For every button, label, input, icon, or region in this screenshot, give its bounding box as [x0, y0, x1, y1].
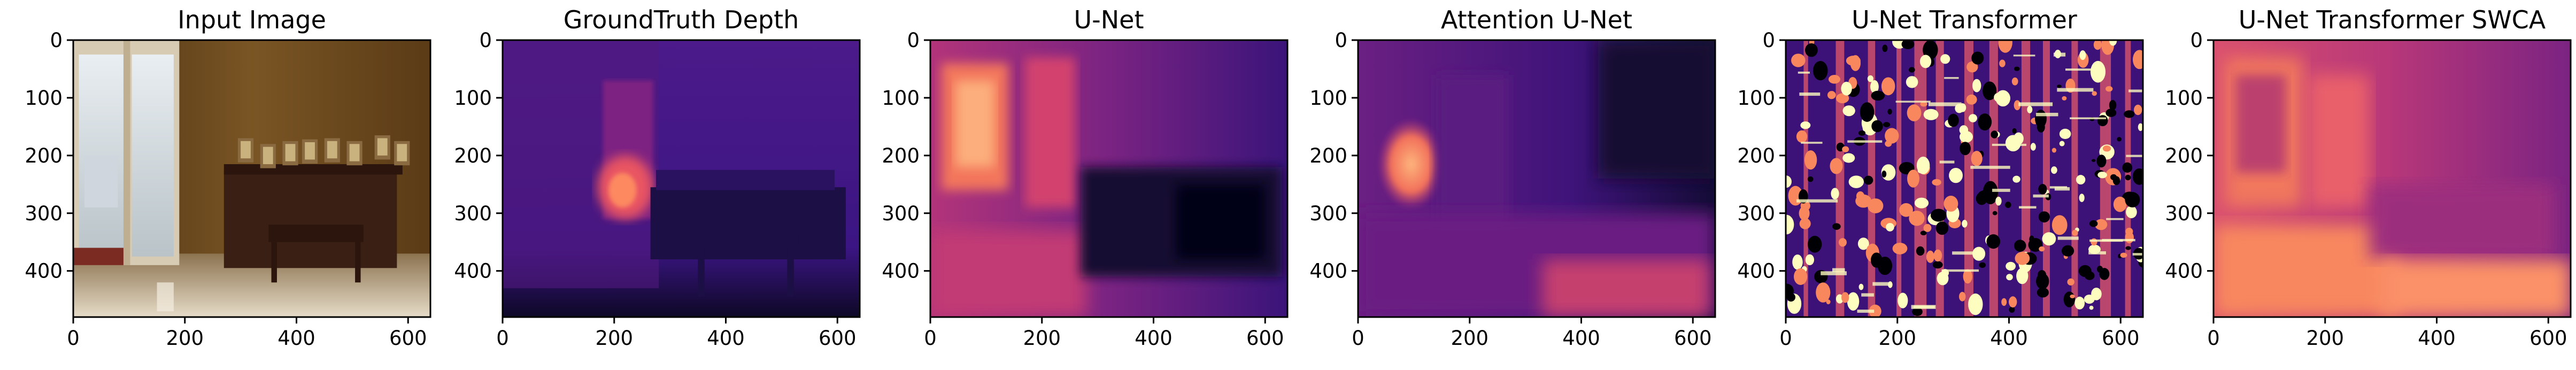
- y-tick-label: 200: [25, 144, 63, 167]
- x-tick-label: 600: [819, 327, 857, 350]
- y-tick-label: 400: [1737, 260, 1775, 283]
- y-tick-label: 300: [2165, 202, 2203, 225]
- axes-frame: [502, 39, 861, 318]
- panel-title: U-Net Transformer SWCA: [2239, 5, 2546, 34]
- panel-image-att: [1358, 40, 1715, 317]
- y-tick-label: 100: [454, 87, 492, 110]
- y-tick-label: 200: [2165, 144, 2203, 167]
- axes-frame: [2212, 39, 2572, 318]
- x-tick-label: 400: [707, 327, 745, 350]
- panel-unet: U-Net 0 200 400 600 0 100 200 300 400: [882, 5, 1289, 350]
- y-tick-label: 0: [907, 29, 920, 52]
- y-tick-label: 0: [1335, 29, 1347, 52]
- y-tick-label: 200: [454, 144, 492, 167]
- panel-title: GroundTruth Depth: [564, 5, 799, 34]
- y-tick-label: 100: [25, 87, 63, 110]
- x-tick-label: 0: [2207, 327, 2220, 350]
- x-tick-label: 0: [67, 327, 80, 350]
- x-tick-label: 400: [2418, 327, 2456, 350]
- y-tick-label: 0: [50, 29, 63, 52]
- x-tick-label: 600: [2102, 327, 2140, 350]
- x-tick-label: 200: [1878, 327, 1916, 350]
- x-tick-label: 400: [1135, 327, 1173, 350]
- x-tick-label: 200: [595, 327, 633, 350]
- x-tick-label: 200: [1451, 327, 1488, 350]
- y-tick-label: 400: [882, 260, 920, 283]
- panel-title: Attention U-Net: [1441, 5, 1632, 34]
- x-tick-label: 0: [1352, 327, 1364, 350]
- axes-frame: [929, 39, 1289, 318]
- y-tick-label: 300: [1737, 202, 1775, 225]
- panel-att: Attention U-Net 0 200 400 600 0 100 200 300 400: [1309, 5, 1716, 350]
- x-tick-label: 400: [277, 327, 315, 350]
- y-tick-label: 300: [882, 202, 920, 225]
- panel-image-photo: [73, 40, 430, 317]
- x-tick-label: 200: [2306, 327, 2344, 350]
- y-tick-label: 400: [454, 260, 492, 283]
- x-tick-label: 600: [1246, 327, 1284, 350]
- y-tick-label: 200: [1737, 144, 1775, 167]
- panel-gt: GroundTruth Depth 0 200 400 600 0 100 200 300 400: [454, 5, 861, 350]
- axes-frame: [1785, 39, 2144, 318]
- y-tick-label: 300: [25, 202, 63, 225]
- panel-title: Input Image: [178, 5, 326, 34]
- y-tick-label: 200: [1309, 144, 1347, 167]
- panel-image-unet: [930, 40, 1287, 317]
- y-tick-label: 100: [1737, 87, 1775, 110]
- axes-frame: [1357, 39, 1716, 318]
- y-tick-label: 300: [1309, 202, 1347, 225]
- axes-frame: [72, 39, 431, 318]
- x-tick-label: 200: [1023, 327, 1061, 350]
- x-tick-label: 0: [924, 327, 937, 350]
- y-tick-label: 400: [25, 260, 63, 283]
- panel-swca: U-Net Transformer SWCA 0 200 400 600 0 100 200 3…: [2165, 5, 2572, 350]
- x-tick-label: 400: [1562, 327, 1600, 350]
- y-tick-label: 400: [1309, 260, 1347, 283]
- panel-image-gt: [503, 40, 860, 317]
- y-tick-label: 300: [454, 202, 492, 225]
- panel-photo: Input Image 0 200 400 600 0 100 200 300 400: [25, 5, 431, 350]
- y-tick-label: 0: [2190, 29, 2203, 52]
- y-tick-label: 200: [882, 144, 920, 167]
- panel-title: U-Net Transformer: [1852, 5, 2077, 34]
- x-tick-label: 0: [1779, 327, 1792, 350]
- panel-image-trans: [1786, 40, 2143, 317]
- x-tick-label: 600: [389, 327, 427, 350]
- y-tick-label: 100: [2165, 87, 2203, 110]
- panel-trans: U-Net Transformer 0 200 400 600 0 100 200 300 400: [1737, 5, 2144, 350]
- x-tick-label: 600: [2529, 327, 2567, 350]
- panel-title: U-Net: [1074, 5, 1144, 34]
- y-tick-label: 400: [2165, 260, 2203, 283]
- x-tick-label: 600: [1674, 327, 1712, 350]
- y-tick-label: 100: [1309, 87, 1347, 110]
- panel-image-swca: [2213, 40, 2571, 317]
- x-tick-label: 200: [166, 327, 204, 350]
- y-tick-label: 0: [479, 29, 492, 52]
- x-tick-label: 400: [1990, 327, 2028, 350]
- y-tick-label: 0: [1762, 29, 1775, 52]
- x-tick-label: 0: [496, 327, 509, 350]
- y-tick-label: 100: [882, 87, 920, 110]
